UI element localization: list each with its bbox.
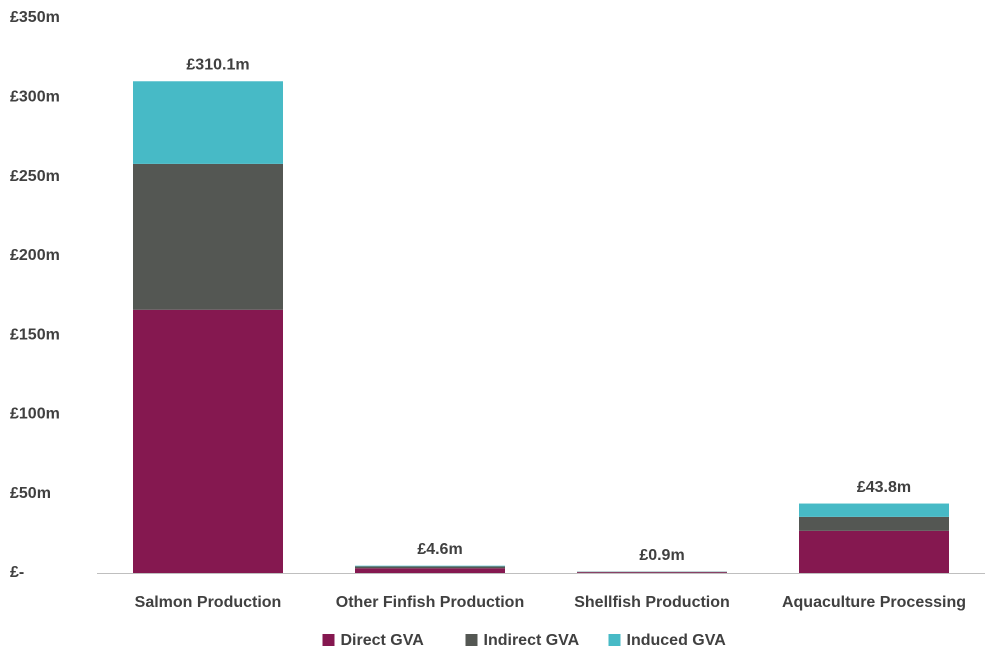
- bar-segment: [577, 572, 727, 573]
- y-tick-label: £100m: [10, 406, 60, 423]
- bar-segment: [799, 516, 949, 531]
- legend-swatch: [608, 634, 621, 646]
- total-label: £4.6m: [417, 541, 462, 558]
- y-tick-label: £350m: [10, 9, 60, 26]
- x-tick-label: Shellfish Production: [574, 594, 730, 611]
- y-tick-label: £250m: [10, 168, 60, 185]
- y-tick-label: £50m: [10, 485, 51, 502]
- total-label: £310.1m: [186, 56, 249, 73]
- y-tick-label: £200m: [10, 247, 60, 264]
- bar-segment: [355, 566, 505, 569]
- x-tick-label: Other Finfish Production: [336, 594, 524, 611]
- bar-segment: [133, 163, 283, 310]
- bar-segment: [133, 81, 283, 164]
- bar-segment: [133, 309, 283, 573]
- legend-label: Direct GVA: [341, 632, 425, 649]
- legend-swatch: [322, 634, 335, 646]
- legend-label: Induced GVA: [627, 632, 727, 649]
- total-label: £43.8m: [857, 479, 911, 496]
- bar-segment: [355, 568, 505, 573]
- x-tick-label: Aquaculture Processing: [782, 594, 966, 611]
- y-tick-label: £150m: [10, 326, 60, 343]
- legend-label: Indirect GVA: [484, 632, 580, 649]
- bar-segment: [799, 503, 949, 517]
- bar-segment: [355, 565, 505, 567]
- y-tick-label: £-: [10, 564, 24, 581]
- bar-segment: [799, 530, 949, 573]
- total-label: £0.9m: [639, 547, 684, 564]
- x-tick-label: Salmon Production: [135, 594, 282, 611]
- legend-swatch: [465, 634, 478, 646]
- y-tick-label: £300m: [10, 89, 60, 106]
